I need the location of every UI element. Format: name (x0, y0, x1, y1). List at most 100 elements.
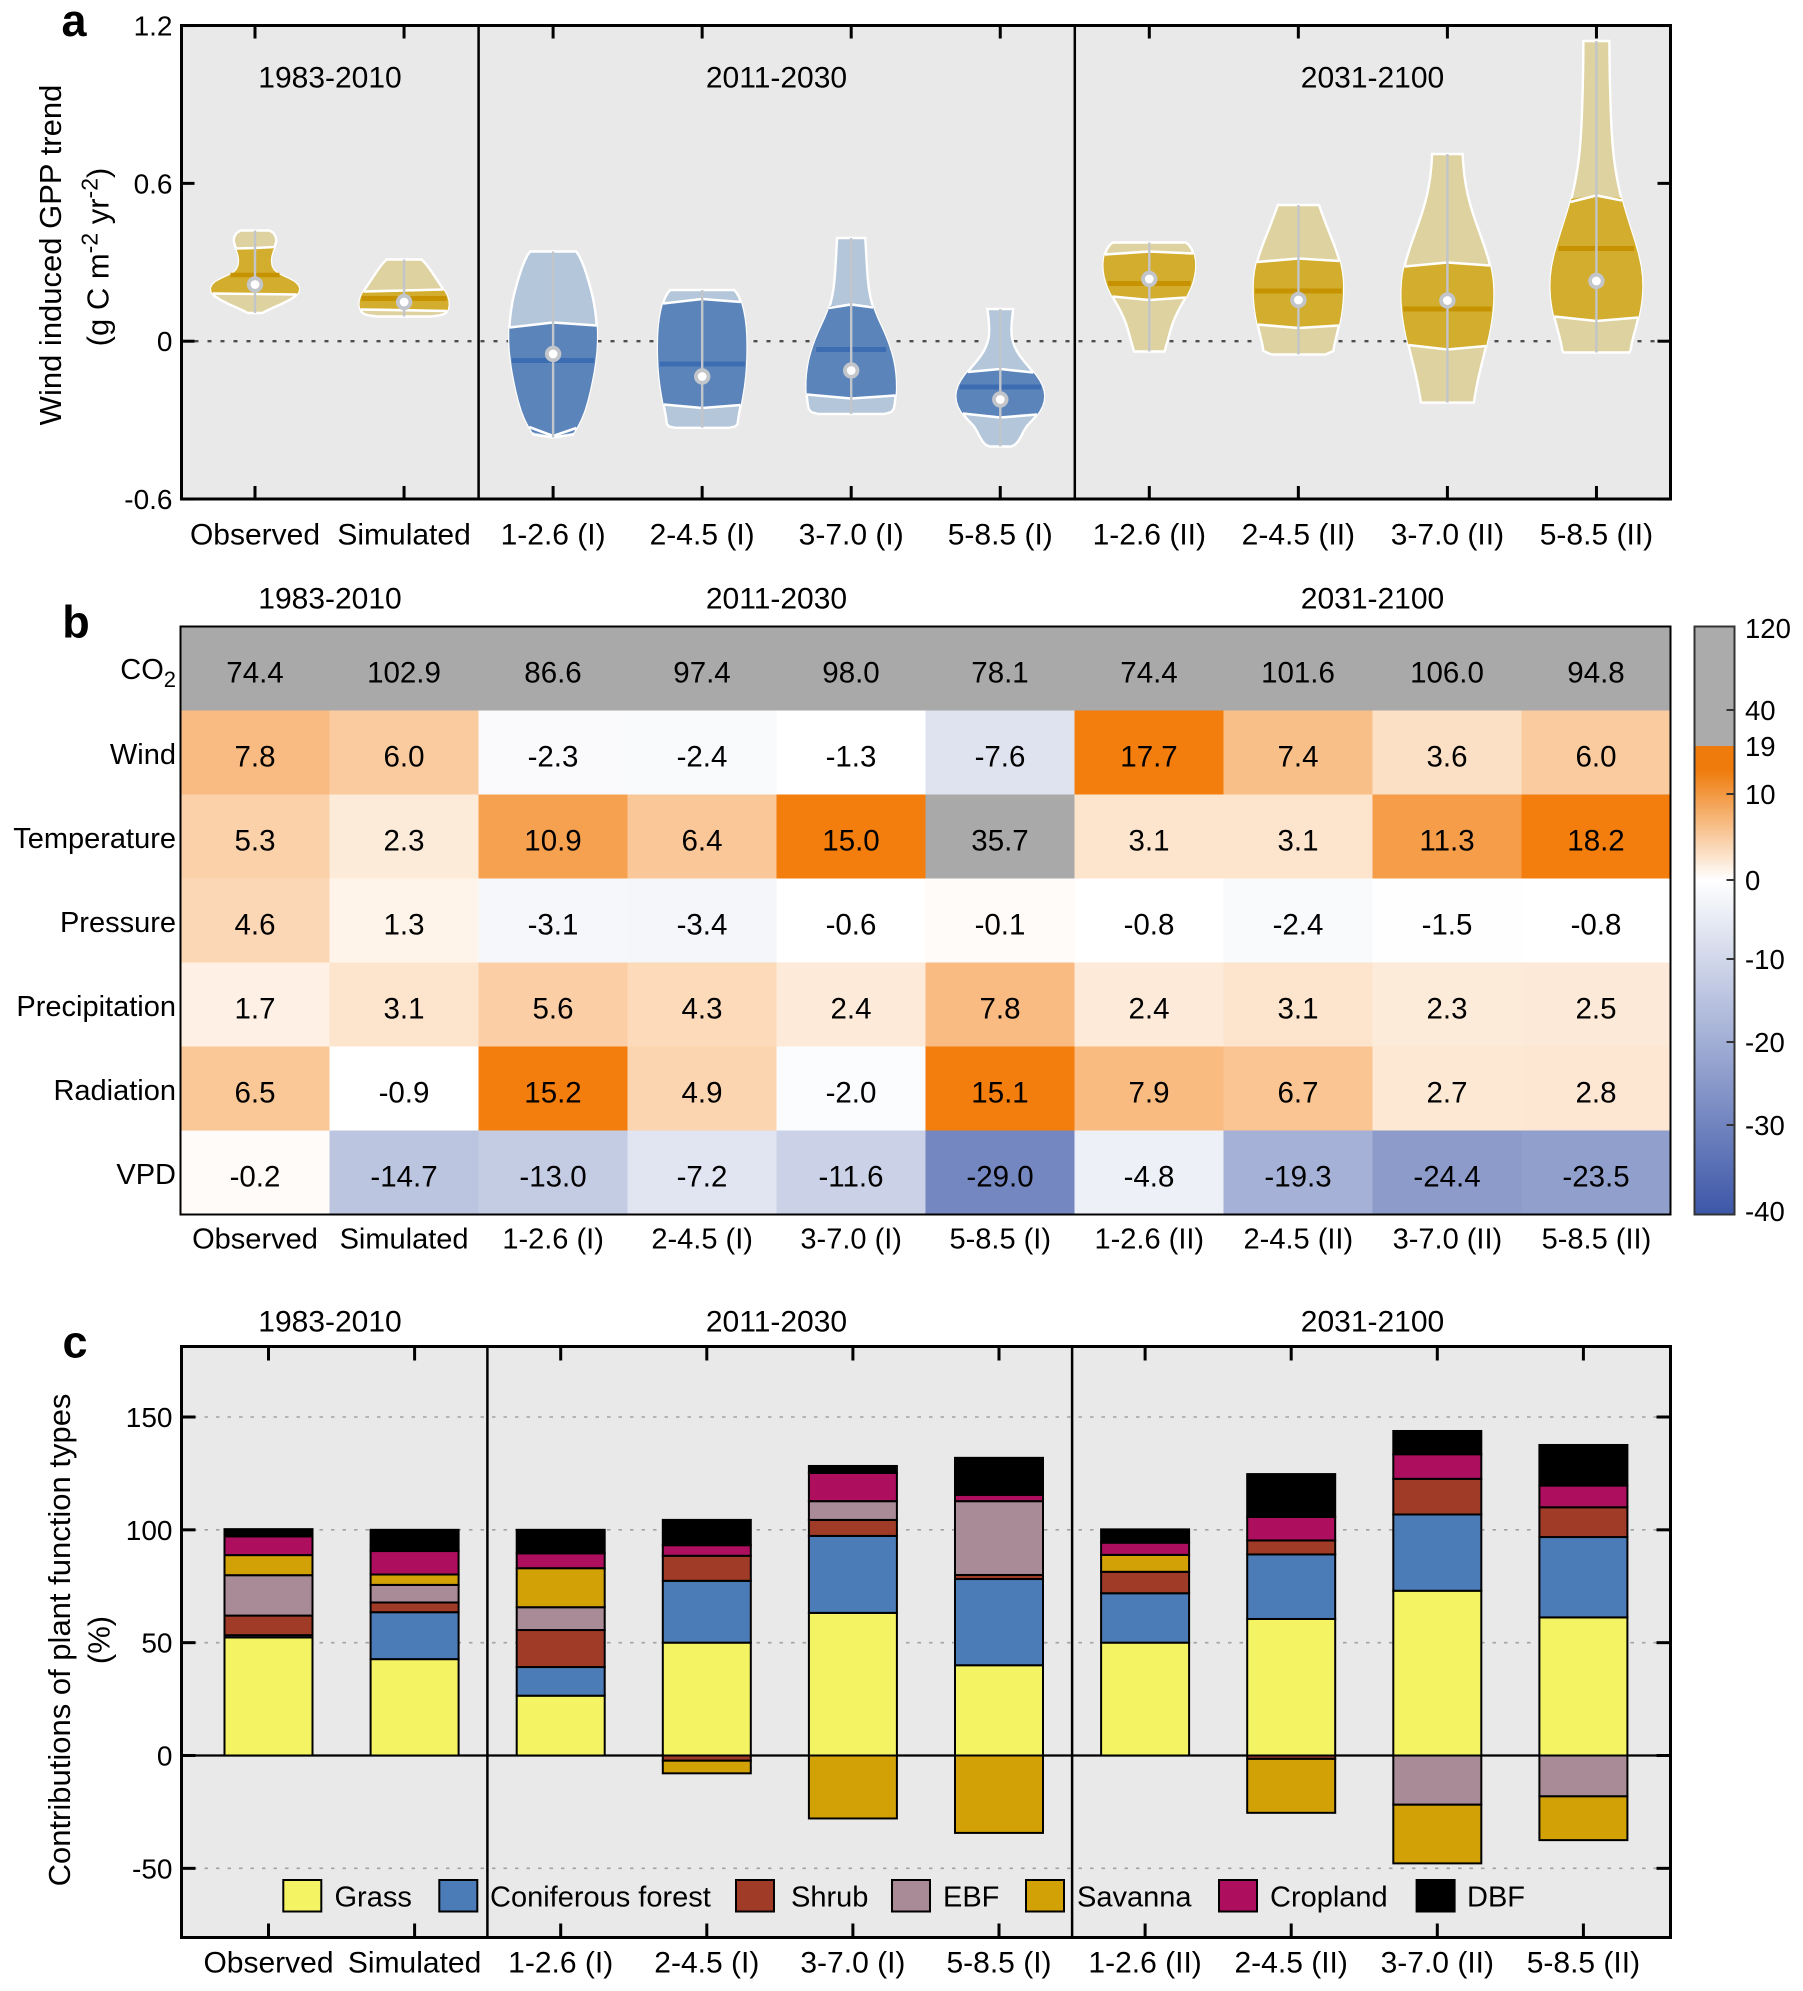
svg-text:10: 10 (1745, 779, 1776, 810)
svg-text:10.9: 10.9 (524, 824, 581, 857)
svg-text:2.5: 2.5 (1575, 992, 1616, 1025)
svg-text:-1.3: -1.3 (826, 740, 877, 773)
svg-text:1-2.6 (I): 1-2.6 (I) (501, 519, 606, 552)
svg-text:2-4.5 (II): 2-4.5 (II) (1244, 1223, 1354, 1255)
svg-text:VPD: VPD (116, 1159, 176, 1191)
svg-text:1983-2010: 1983-2010 (258, 583, 401, 616)
svg-text:-2.4: -2.4 (1273, 908, 1324, 941)
svg-text:Precipitation: Precipitation (16, 991, 176, 1023)
svg-text:40: 40 (1745, 695, 1776, 726)
svg-text:97.4: 97.4 (673, 656, 730, 689)
svg-text:7.8: 7.8 (234, 740, 275, 773)
svg-text:Wind: Wind (110, 739, 176, 771)
svg-text:11.3: 11.3 (1419, 824, 1474, 857)
svg-text:50: 50 (141, 1628, 172, 1659)
svg-text:2.4: 2.4 (830, 992, 871, 1025)
svg-text:6.0: 6.0 (383, 740, 424, 773)
svg-text:(g C m-2 yr-2): (g C m-2 yr-2) (77, 168, 116, 347)
svg-text:-0.2: -0.2 (230, 1160, 281, 1193)
svg-text:1-2.6 (II): 1-2.6 (II) (1088, 1947, 1201, 1980)
svg-text:EBF: EBF (943, 1881, 999, 1913)
svg-text:-4.8: -4.8 (1124, 1160, 1175, 1193)
svg-text:6.7: 6.7 (1277, 1076, 1318, 1109)
svg-text:-40: -40 (1745, 1196, 1785, 1227)
svg-text:Coniferous forest: Coniferous forest (490, 1881, 711, 1913)
svg-text:Shrub: Shrub (791, 1881, 868, 1913)
svg-text:Savanna: Savanna (1077, 1881, 1192, 1913)
svg-text:3.1: 3.1 (1128, 824, 1169, 857)
svg-text:6.4: 6.4 (681, 824, 722, 857)
svg-text:6.0: 6.0 (1575, 740, 1616, 773)
svg-text:102.9: 102.9 (367, 656, 441, 689)
svg-text:3-7.0 (I): 3-7.0 (I) (800, 1947, 905, 1980)
svg-text:5.6: 5.6 (532, 992, 573, 1025)
svg-text:Contributions of plant functio: Contributions of plant function types (42, 1394, 77, 1887)
svg-text:a: a (61, 0, 87, 46)
svg-text:101.6: 101.6 (1261, 656, 1335, 689)
svg-text:2-4.5 (I): 2-4.5 (I) (650, 519, 755, 552)
svg-text:5-8.5 (I): 5-8.5 (I) (949, 1223, 1051, 1255)
svg-text:2031-2100: 2031-2100 (1301, 62, 1444, 95)
svg-text:Observed: Observed (203, 1947, 333, 1980)
svg-text:3-7.0 (II): 3-7.0 (II) (1393, 1223, 1503, 1255)
svg-text:7.9: 7.9 (1128, 1076, 1169, 1109)
svg-text:1.7: 1.7 (234, 992, 275, 1025)
svg-text:150: 150 (126, 1402, 173, 1433)
svg-text:100: 100 (126, 1515, 173, 1546)
svg-text:1-2.6 (I): 1-2.6 (I) (508, 1947, 613, 1980)
svg-text:Observed: Observed (190, 519, 320, 552)
svg-text:15.0: 15.0 (822, 824, 879, 857)
svg-text:19: 19 (1745, 731, 1776, 762)
svg-text:78.1: 78.1 (971, 656, 1028, 689)
svg-text:(%): (%) (82, 1616, 117, 1664)
svg-text:Simulated: Simulated (348, 1947, 481, 1980)
svg-text:0: 0 (157, 326, 173, 357)
svg-text:15.1: 15.1 (971, 1076, 1028, 1109)
svg-text:3.6: 3.6 (1426, 740, 1467, 773)
svg-text:-2.3: -2.3 (528, 740, 579, 773)
svg-text:0.6: 0.6 (134, 168, 173, 199)
svg-text:15.2: 15.2 (524, 1076, 581, 1109)
svg-text:7.8: 7.8 (979, 992, 1020, 1025)
svg-text:-14.7: -14.7 (370, 1160, 437, 1193)
svg-text:0: 0 (157, 1740, 173, 1771)
svg-text:1-2.6 (II): 1-2.6 (II) (1093, 519, 1206, 552)
svg-text:CO2: CO2 (120, 654, 176, 692)
svg-text:2.4: 2.4 (1128, 992, 1169, 1025)
svg-text:17.7: 17.7 (1120, 740, 1177, 773)
svg-text:1-2.6 (II): 1-2.6 (II) (1095, 1223, 1205, 1255)
svg-text:4.9: 4.9 (681, 1076, 722, 1109)
svg-text:-20: -20 (1745, 1027, 1785, 1058)
svg-text:74.4: 74.4 (1120, 656, 1177, 689)
svg-text:18.2: 18.2 (1567, 824, 1624, 857)
svg-text:-19.3: -19.3 (1264, 1160, 1331, 1193)
svg-text:5-8.5 (II): 5-8.5 (II) (1542, 1223, 1652, 1255)
svg-text:3-7.0 (I): 3-7.0 (I) (799, 519, 904, 552)
svg-text:5-8.5 (I): 5-8.5 (I) (946, 1947, 1051, 1980)
svg-text:2.8: 2.8 (1575, 1076, 1616, 1109)
svg-text:120: 120 (1745, 613, 1791, 644)
svg-text:-29.0: -29.0 (966, 1160, 1033, 1193)
svg-text:3.1: 3.1 (1277, 824, 1318, 857)
svg-text:2031-2100: 2031-2100 (1301, 1306, 1444, 1339)
svg-text:94.8: 94.8 (1567, 656, 1624, 689)
svg-text:Simulated: Simulated (340, 1223, 469, 1255)
svg-text:Grass: Grass (335, 1881, 412, 1913)
svg-text:-3.4: -3.4 (677, 908, 728, 941)
svg-text:c: c (62, 1317, 87, 1368)
svg-text:-50: -50 (132, 1853, 172, 1884)
svg-text:2-4.5 (II): 2-4.5 (II) (1235, 1947, 1348, 1980)
svg-text:3.1: 3.1 (1277, 992, 1318, 1025)
svg-text:5.3: 5.3 (234, 824, 275, 857)
svg-text:0: 0 (1745, 865, 1760, 896)
svg-text:2-4.5 (I): 2-4.5 (I) (651, 1223, 753, 1255)
svg-text:3-7.0 (II): 3-7.0 (II) (1391, 519, 1504, 552)
svg-text:-7.6: -7.6 (975, 740, 1026, 773)
svg-text:2-4.5 (II): 2-4.5 (II) (1242, 519, 1355, 552)
svg-text:1983-2010: 1983-2010 (258, 62, 401, 95)
svg-text:DBF: DBF (1467, 1881, 1525, 1913)
svg-text:-3.1: -3.1 (528, 908, 579, 941)
svg-text:-11.6: -11.6 (818, 1160, 883, 1193)
svg-text:98.0: 98.0 (822, 656, 879, 689)
svg-text:Pressure: Pressure (60, 907, 176, 939)
